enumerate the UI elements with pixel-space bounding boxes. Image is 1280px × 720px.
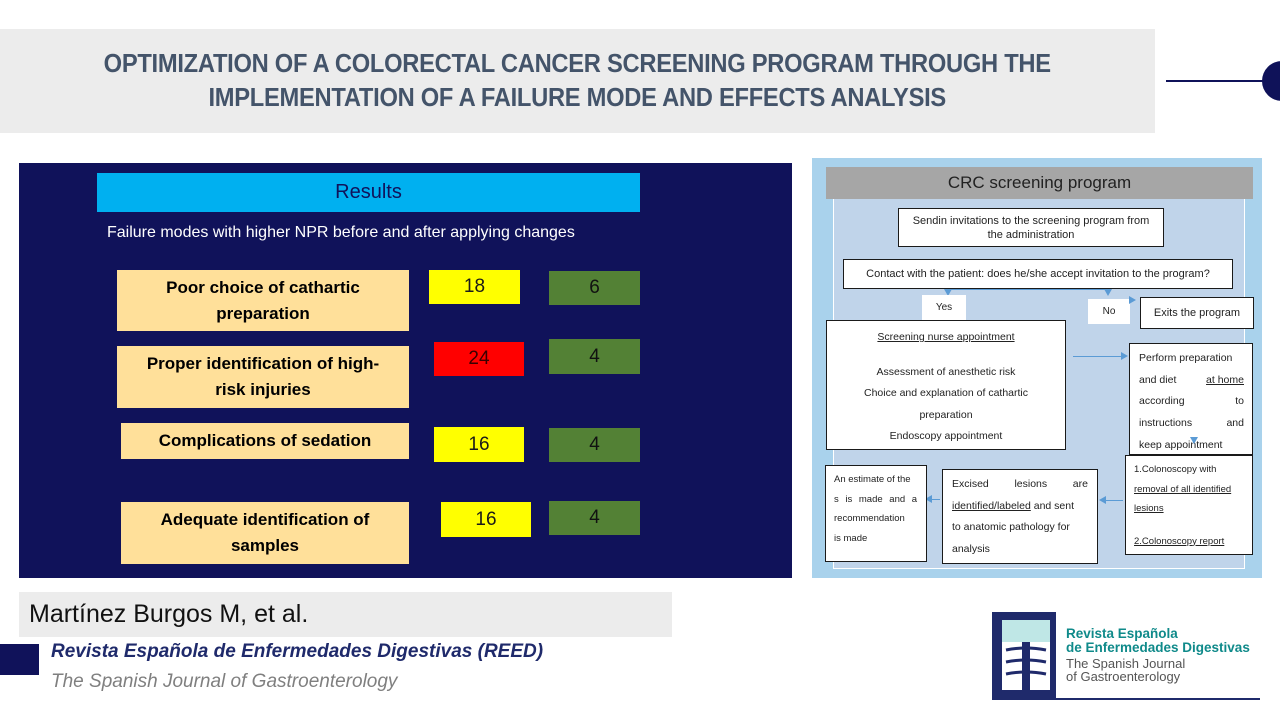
box-text: removal of all identified (1134, 483, 1232, 495)
failure-mode-box: Proper identification of high-risk injur… (117, 346, 409, 408)
box-text: 2.Colonoscopy report (1134, 535, 1225, 547)
connector-line (1103, 500, 1123, 501)
box-text: and (1226, 417, 1244, 430)
journal-subtitle: The Spanish Journal of Gastroenterology (51, 671, 398, 692)
box-text: An estimate of the (834, 474, 911, 485)
box-text: analysis (952, 542, 990, 555)
box-text: lesions (1134, 503, 1164, 514)
exits-program-box: Exits the program (1140, 297, 1254, 329)
title-line-1: OPTIMIZATION OF A COLORECTAL CANCER SCRE… (103, 50, 1052, 78)
title-line-2: IMPLEMENTATION OF A FAILURE MODE AND EFF… (208, 84, 947, 112)
box-text: at home (1206, 373, 1244, 386)
connector-line (929, 499, 940, 500)
colonoscopy-box: 1.Colonoscopy with removal of all identi… (1125, 455, 1253, 555)
logo-text: The Spanish Journal (1066, 656, 1186, 671)
failure-mode-box: Complications of sedation (121, 423, 409, 459)
journal-name: Revista Española de Enfermedades Digesti… (51, 641, 544, 662)
box-text: the administration (987, 229, 1075, 241)
perform-preparation-box: Perform preparation and diet at home acco… (1129, 343, 1253, 455)
failure-mode-label: samples (230, 536, 300, 555)
box-text: Excised (952, 478, 989, 490)
box-text: Endoscopy appointment (889, 430, 1003, 442)
decorative-circle (1262, 61, 1280, 101)
connector-line (1073, 356, 1125, 357)
box-text: recommendation (834, 513, 905, 524)
arrow-left-icon (925, 495, 932, 503)
box-text: lesions (1014, 478, 1048, 490)
decorative-square (0, 644, 39, 675)
box-title: Screening nurse appointment (877, 331, 1015, 343)
logo-text: Revista Española (1066, 626, 1178, 641)
box-text: Sendin invitations to the screening prog… (912, 215, 1150, 227)
box-text: s is made and a (834, 493, 918, 505)
box-text: identified/labeled (952, 499, 1031, 512)
title-banner: OPTIMIZATION OF A COLORECTAL CANCER SCRE… (0, 29, 1155, 133)
intestine-logo-icon (992, 612, 1260, 700)
box-text: Choice and explanation of cathartic (863, 387, 1029, 399)
failure-mode-label: Proper identification of high- (146, 354, 380, 373)
box-text: to anatomic pathology for (952, 521, 1070, 533)
yes-label: Yes (922, 295, 966, 320)
failure-mode-label: Complications of sedation (158, 431, 372, 450)
box-text: and sent (1030, 499, 1075, 512)
screening-nurse-box: Screening nurse appointment Assessment o… (826, 320, 1066, 450)
npr-after-badge: 4 (549, 428, 640, 462)
contact-patient-box: Contact with the patient: does he/she ac… (843, 259, 1233, 289)
npr-after-badge: 4 (549, 501, 640, 535)
box-text: Perform preparation (1139, 352, 1233, 364)
logo-title: Revista Española de Enfermedades Digesti… (1066, 627, 1250, 655)
box-text: 1.Colonoscopy with (1134, 464, 1217, 475)
logo-text: de Enfermedades Digestivas (1066, 640, 1250, 655)
arrow-right-icon (1121, 352, 1128, 360)
box-text: and diet (1139, 373, 1177, 386)
box-text: are (1072, 478, 1088, 490)
flowchart-header: CRC screening program (826, 167, 1253, 199)
box-text: Assessment of anesthetic risk (876, 365, 1016, 378)
excised-lesions-box: Excised lesions are identified/labeled and… (942, 469, 1098, 564)
box-text: to (1235, 395, 1244, 408)
failure-mode-label: preparation (216, 303, 310, 323)
results-header: Results (97, 173, 640, 212)
arrow-right-icon (1129, 296, 1136, 304)
npr-after-badge: 4 (549, 339, 640, 374)
author-bar: Martínez Burgos M, et al. (19, 592, 672, 637)
box-text: preparation (919, 408, 973, 421)
connector-line (948, 289, 1108, 290)
arrow-down-icon (944, 289, 952, 296)
arrow-down-icon (1104, 289, 1112, 296)
failure-mode-label: Adequate identification of (160, 510, 370, 529)
box-text: instructions (1139, 417, 1193, 430)
box-text: is made (834, 532, 868, 544)
estimate-box: An estimate of the s is made and a recom… (825, 465, 927, 562)
arrow-left-icon (1099, 496, 1106, 504)
page-title: OPTIMIZATION OF A COLORECTAL CANCER SCRE… (104, 47, 1051, 115)
failure-mode-label: risk injuries (215, 380, 311, 399)
box-text: Perform preparation (1139, 348, 1244, 370)
decorative-line (1166, 80, 1266, 82)
results-subtitle: Failure modes with higher NPR before and… (107, 224, 575, 241)
failure-mode-label: Poor choice of cathartic (166, 277, 360, 297)
box-text: keep appointment (1139, 438, 1223, 451)
failure-mode-box: Adequate identification of samples (121, 502, 409, 564)
npr-before-badge: 16 (434, 427, 524, 462)
npr-before-badge: 16 (441, 502, 531, 537)
journal-logo (992, 610, 1260, 702)
box-text: according (1139, 395, 1185, 408)
send-invitations-box: Sendin invitations to the screening prog… (898, 208, 1164, 247)
arrow-down-icon (1190, 437, 1198, 444)
logo-subtitle: The Spanish Journal of Gastroenterology (1066, 657, 1185, 683)
no-label: No (1088, 299, 1130, 324)
npr-before-badge: 24 (434, 342, 524, 376)
npr-before-badge: 18 (429, 270, 520, 304)
logo-text: of Gastroenterology (1066, 669, 1181, 684)
failure-mode-box: Poor choice of cathartic preparation (117, 270, 409, 331)
npr-after-badge: 6 (549, 271, 640, 305)
